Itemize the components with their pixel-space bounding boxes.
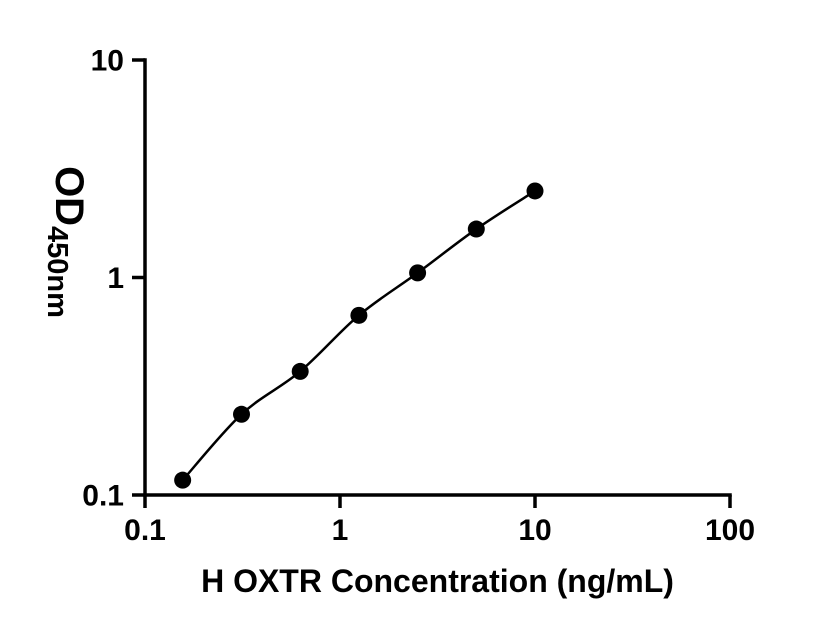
data-point-marker bbox=[467, 220, 485, 238]
y-axis-title-main: OD bbox=[47, 166, 91, 226]
data-point-marker bbox=[232, 405, 250, 423]
x-axis-tick-label: 100 bbox=[705, 514, 755, 547]
y-axis-tick-label: 0.1 bbox=[82, 480, 124, 513]
data-point-marker bbox=[409, 264, 427, 282]
axis-spines bbox=[143, 58, 732, 497]
x-axis-tick-label: 10 bbox=[518, 514, 551, 547]
x-axis-title: H OXTR Concentration (ng/mL) bbox=[201, 563, 674, 599]
y-axis-title: OD450nm bbox=[41, 166, 91, 318]
y-axis-tick-label: 10 bbox=[91, 45, 124, 78]
data-point-marker bbox=[174, 471, 192, 489]
y-axis-tick-label: 1 bbox=[107, 262, 124, 295]
data-point-marker bbox=[526, 182, 544, 200]
x-axis-tick-label: 0.1 bbox=[124, 514, 166, 547]
data-point-marker bbox=[291, 362, 309, 380]
y-axis-title-subscript: 450nm bbox=[41, 226, 73, 318]
data-point-marker bbox=[350, 306, 368, 324]
x-axis-tick-label: 1 bbox=[332, 514, 349, 547]
